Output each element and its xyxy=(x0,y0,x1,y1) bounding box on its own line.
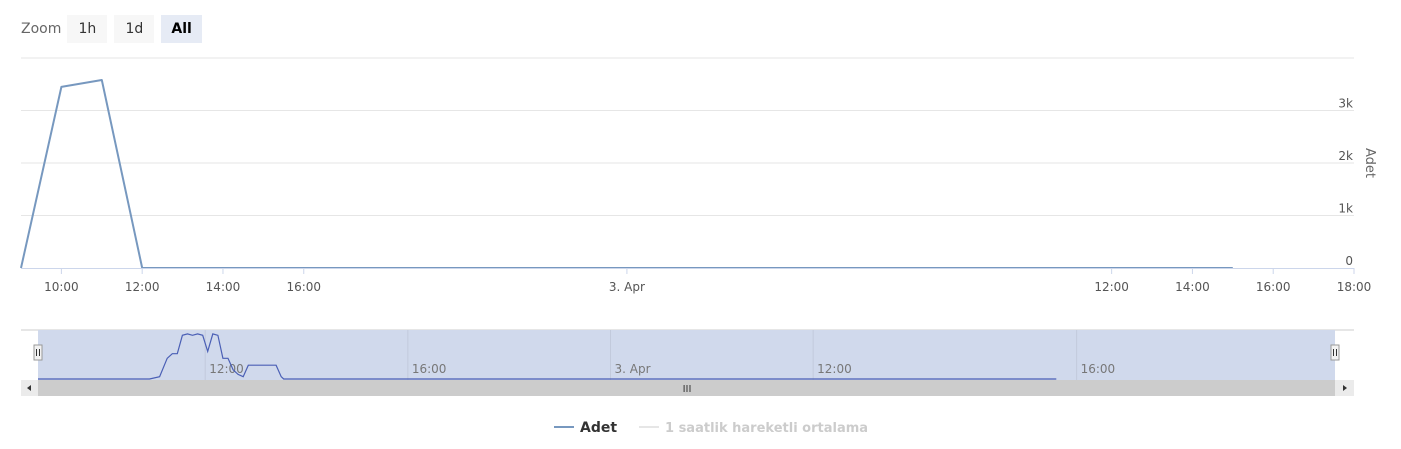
navigator-tick-label: 12:00 xyxy=(817,362,852,376)
handle-body[interactable] xyxy=(33,344,43,361)
scroll-right-arrow-icon xyxy=(1343,385,1347,391)
zoom-1h-button[interactable]: 1h xyxy=(67,15,108,43)
x-tick-label: 16:00 xyxy=(1256,280,1291,294)
scrollbar-grip-icon: III xyxy=(683,384,692,395)
scrollbar[interactable]: III xyxy=(21,380,1354,396)
x-tick-label: 10:00 xyxy=(44,280,79,294)
y-tick-label: 3k xyxy=(1338,97,1353,111)
grid-lines xyxy=(21,57,1354,216)
handle-body[interactable] xyxy=(1330,344,1340,361)
x-tick-label: 16:00 xyxy=(286,280,321,294)
x-tick-label: 14:00 xyxy=(206,280,241,294)
y-axis-title: Adet xyxy=(1362,148,1377,178)
scrollbar-thumb[interactable] xyxy=(38,380,1335,396)
zoom-all-button[interactable]: All xyxy=(161,15,202,43)
navigator-series-line xyxy=(38,333,1057,380)
y-tick-label: 1k xyxy=(1338,202,1353,216)
navigator-tick-label: 3. Apr xyxy=(615,362,651,376)
legend-item-adet[interactable]: Adet xyxy=(554,420,617,436)
x-tick-label: 12:00 xyxy=(1094,280,1129,294)
y-tick-label: 2k xyxy=(1338,149,1353,163)
y-axis: Adet 0 1k 2k 3k xyxy=(1338,97,1377,269)
range-selector: Zoom 1h 1d All xyxy=(21,15,209,43)
x-axis: 10:00 12:00 14:00 16:00 3. Apr 12:00 14:00 16:0… xyxy=(21,268,1371,294)
x-tick-label: 12:00 xyxy=(125,280,160,294)
x-tick-label: 18:00 xyxy=(1337,280,1372,294)
navigator-handle-left[interactable] xyxy=(33,344,43,361)
navigator-selected-range xyxy=(38,330,1335,380)
series-line-adet xyxy=(20,79,1233,269)
legend-label-moving-average: 1 saatlik hareketli ortalama xyxy=(665,421,868,436)
plot-area xyxy=(20,79,1233,269)
legend-item-moving-average[interactable]: 1 saatlik hareketli ortalama xyxy=(639,421,868,436)
y-tick-label: 0 xyxy=(1345,254,1353,268)
navigator-tick-label: 12:00 xyxy=(209,362,244,376)
legend-label-adet: Adet xyxy=(580,420,617,436)
zoom-label: Zoom xyxy=(21,21,62,37)
x-tick-label: 3. Apr xyxy=(609,280,645,294)
navigator-handle-right[interactable] xyxy=(1330,344,1340,361)
navigator[interactable]: 12:00 16:00 3. Apr 12:00 16:00 xyxy=(21,329,1354,380)
zoom-1d-button[interactable]: 1d xyxy=(114,15,155,43)
navigator-tick-label: 16:00 xyxy=(412,362,447,376)
x-tick-label: 14:00 xyxy=(1175,280,1210,294)
scroll-left-arrow-icon xyxy=(27,385,31,391)
navigator-tick-label: 16:00 xyxy=(1081,362,1116,376)
legend: Adet 1 saatlik hareketli ortalama xyxy=(554,420,868,436)
